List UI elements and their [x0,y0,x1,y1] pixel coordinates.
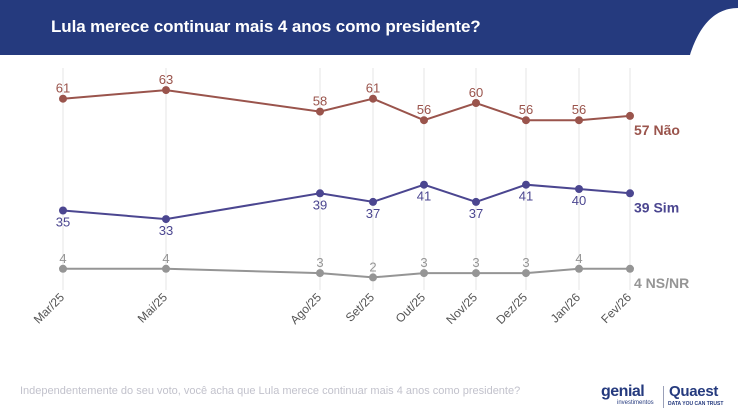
data-label: 4 [575,251,582,266]
series-line [63,267,630,279]
data-point [420,116,428,125]
data-label: 41 [417,189,431,204]
x-tick-label: Jan/26 [548,290,584,326]
data-point [522,180,530,189]
x-tick-label: Nov/25 [443,290,480,327]
data-point [316,269,324,278]
series-end-label: 4 NS/NR [634,275,689,291]
data-point [316,107,324,116]
data-label: 3 [420,255,427,270]
data-point [575,185,583,193]
data-label: 37 [366,206,380,221]
data-label: 37 [469,206,483,221]
data-point [162,86,170,95]
line-chart: Mar/25 Mai/25 Ago/25 Set/25 Out/25 Nov/25 Dez/… [31,68,689,327]
data-point [522,269,530,278]
data-label: 61 [366,81,380,96]
data-point [420,180,428,189]
x-tick-label: Fev/26 [598,290,634,326]
data-label: 3 [316,255,323,270]
data-point [420,269,428,278]
data-point [316,189,324,198]
data-label: 56 [572,102,586,117]
data-label: 2 [369,259,376,274]
x-tick-label: Set/25 [343,290,378,325]
genial-logo-word: genial [601,383,645,400]
data-point [59,264,67,273]
data-point [472,197,480,206]
series-line [62,89,631,122]
data-label: 3 [522,255,529,270]
genial-logo-sub: investimentos [617,400,654,406]
data-point [369,273,377,282]
data-point [59,206,67,215]
header-bar: Lula merece continuar mais 4 anos como p… [0,0,738,55]
series-line [62,183,631,221]
x-tick-label: Ago/25 [287,290,324,327]
data-label: 56 [519,102,533,117]
series-end-label: 39 Sim [634,199,679,215]
data-point [472,269,480,278]
data-label: 39 [313,197,327,212]
quaest-logo: Quaest DATA YOU CAN TRUST [667,383,735,411]
data-point [59,94,67,103]
data-point [575,116,583,125]
x-tick-label: Mai/25 [135,290,171,326]
data-point [626,111,634,120]
series-end-label: 57 Não [634,122,680,138]
data-label: 56 [417,102,431,117]
data-label: 40 [572,193,586,208]
data-label: 58 [313,94,327,109]
data-label: 3 [472,255,479,270]
question-footnote: Independentemente do seu voto, você acha… [20,385,521,397]
x-tick-label: Mar/25 [31,290,68,327]
data-label: 4 [59,251,66,266]
data-point [369,94,377,103]
data-point [472,99,480,107]
data-point [522,116,530,125]
logo-divider [663,386,664,408]
data-point [575,264,583,273]
header-background [0,0,738,55]
data-point [369,197,377,206]
data-label: 35 [56,215,70,230]
data-label: 63 [159,72,173,87]
genial-logo: genial investimentos [598,383,660,411]
data-point [626,264,634,273]
data-label: 61 [56,81,70,96]
data-point [162,215,170,224]
quaest-logo-word: Quaest [669,383,719,400]
data-label: 4 [162,251,169,266]
x-tick-label: Out/25 [393,290,429,326]
x-tick-label: Dez/25 [493,290,530,327]
quaest-logo-sub: DATA YOU CAN TRUST [668,401,724,407]
data-label: 60 [469,85,483,100]
data-label: 33 [159,223,173,238]
data-point [162,264,170,273]
data-label: 41 [519,189,533,204]
chart-title: Lula merece continuar mais 4 anos como p… [51,17,481,36]
data-point [626,189,634,198]
